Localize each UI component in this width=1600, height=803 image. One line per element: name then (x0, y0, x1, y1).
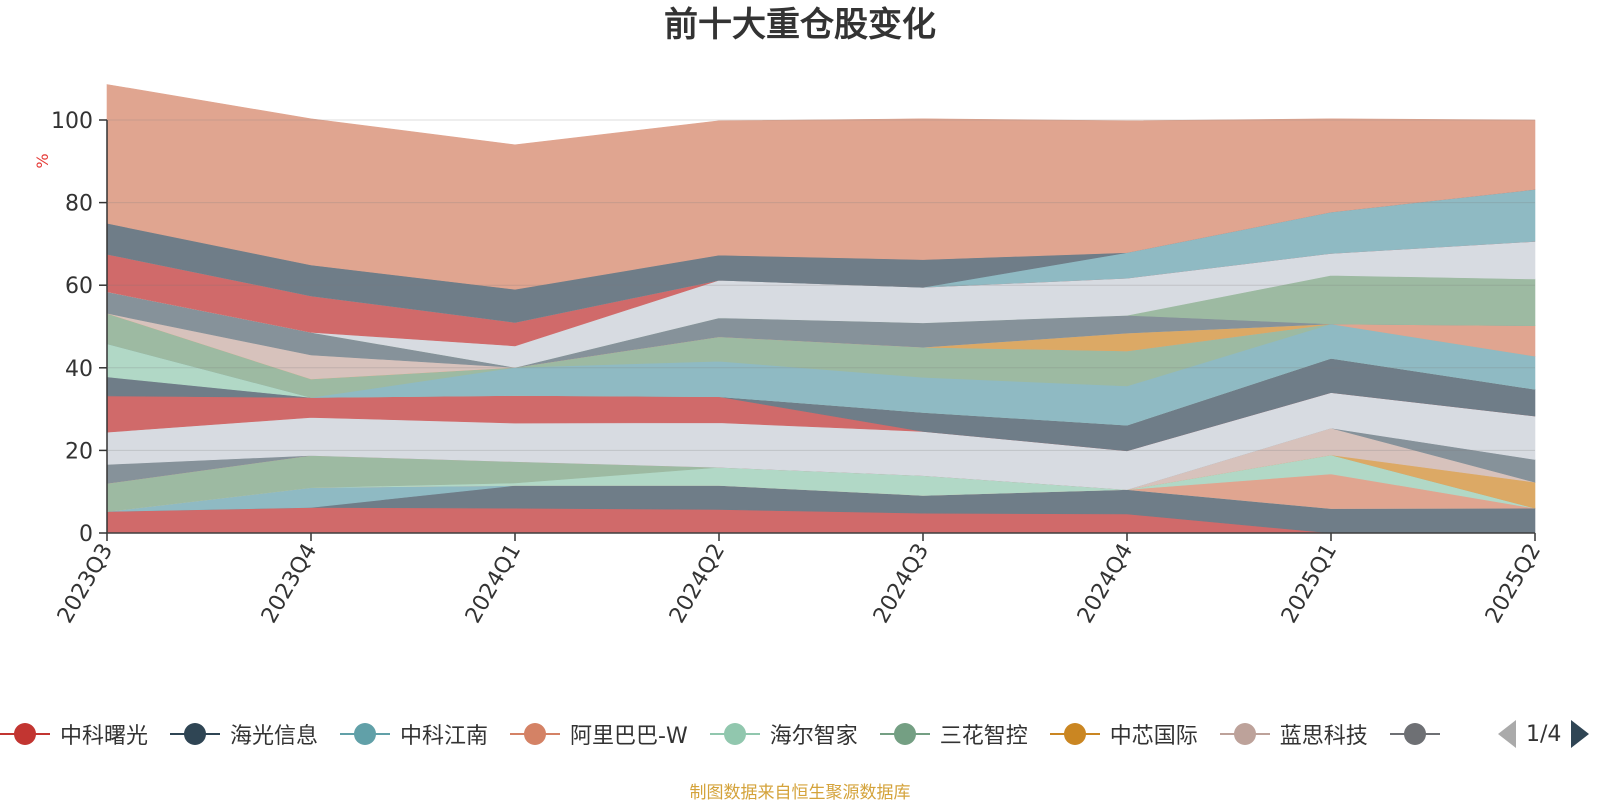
x-tick-label: 2025Q1 (1277, 540, 1342, 628)
legend-next-page-button[interactable] (1571, 720, 1590, 748)
legend-item[interactable]: 三花智控 (879, 716, 1028, 752)
legend-symbol-icon (1049, 722, 1100, 746)
y-tick-label: 20 (65, 439, 93, 464)
legend-label: 中科江南 (400, 724, 489, 749)
legend-label: 海尔智家 (769, 724, 858, 749)
legend-item[interactable]: 阿里巴巴-W (510, 716, 688, 752)
legend-symbol-icon (1389, 722, 1440, 746)
legend: 中科曙光 海光信息 中科江南 阿里巴巴-W 海尔智家 三花智控 中芯国际 蓝思科技 (0, 716, 1470, 752)
legend-page-indicator: 1/4 (1526, 721, 1562, 747)
y-tick-label: 40 (65, 357, 93, 382)
area-series-24 (106, 84, 1536, 290)
legend-label: 蓝思科技 (1279, 724, 1368, 749)
legend-symbol-icon (170, 722, 221, 746)
x-tick-label: 2024Q3 (869, 540, 934, 628)
y-tick-label: 60 (65, 274, 93, 299)
legend-item[interactable]: 中科曙光 (0, 716, 148, 752)
legend-item[interactable]: 中科江南 (340, 716, 488, 752)
legend-symbol-icon (510, 722, 561, 746)
area-series (106, 84, 1536, 534)
x-tick-label: 2023Q4 (257, 540, 322, 628)
x-tick-label: 2025Q2 (1481, 540, 1546, 628)
x-tick-label: 2024Q1 (461, 540, 526, 628)
legend-item[interactable]: 海尔智家 (709, 716, 858, 752)
legend-item[interactable]: 中芯国际 (1049, 716, 1198, 752)
y-tick-label: 100 (51, 109, 93, 134)
legend-pager: 1/4 (1498, 718, 1590, 750)
legend-label: 中芯国际 (1109, 724, 1198, 749)
x-tick-label: 2024Q2 (665, 540, 730, 628)
legend-symbol-icon (879, 722, 930, 746)
chart-title: 前十大重仓股变化 (664, 5, 936, 45)
legend-prev-page-button[interactable] (1498, 720, 1516, 748)
legend-item[interactable]: 海光信息 (170, 716, 318, 752)
legend-symbol-icon (709, 722, 760, 746)
y-tick-label: 0 (79, 522, 93, 547)
legend-label: 阿里巴巴-W (570, 724, 688, 749)
legend-label: 三花智控 (939, 724, 1028, 749)
legend-symbol-icon (340, 722, 391, 746)
source-note: 制图数据来自恒生聚源数据库 (689, 783, 911, 803)
legend-item[interactable]: 蓝思科技 (1219, 716, 1368, 752)
y-tick-label: 80 (65, 192, 93, 217)
legend-symbol-icon (0, 722, 50, 746)
legend-item[interactable] (1389, 716, 1450, 752)
x-tick-label: 2023Q3 (53, 540, 118, 628)
legend-symbol-icon (1219, 722, 1270, 746)
stacked-area-chart: 0 20 40 60 80 100% 2023Q3 2023Q4 2024Q1 2024Q2 202… (33, 84, 1546, 628)
grid-lines (107, 119, 1535, 534)
legend-label: 中科曙光 (60, 724, 149, 749)
y-axis-unit-label: % (33, 153, 52, 168)
x-tick-label: 2024Q4 (1073, 540, 1138, 628)
legend-label: 海光信息 (230, 724, 319, 749)
